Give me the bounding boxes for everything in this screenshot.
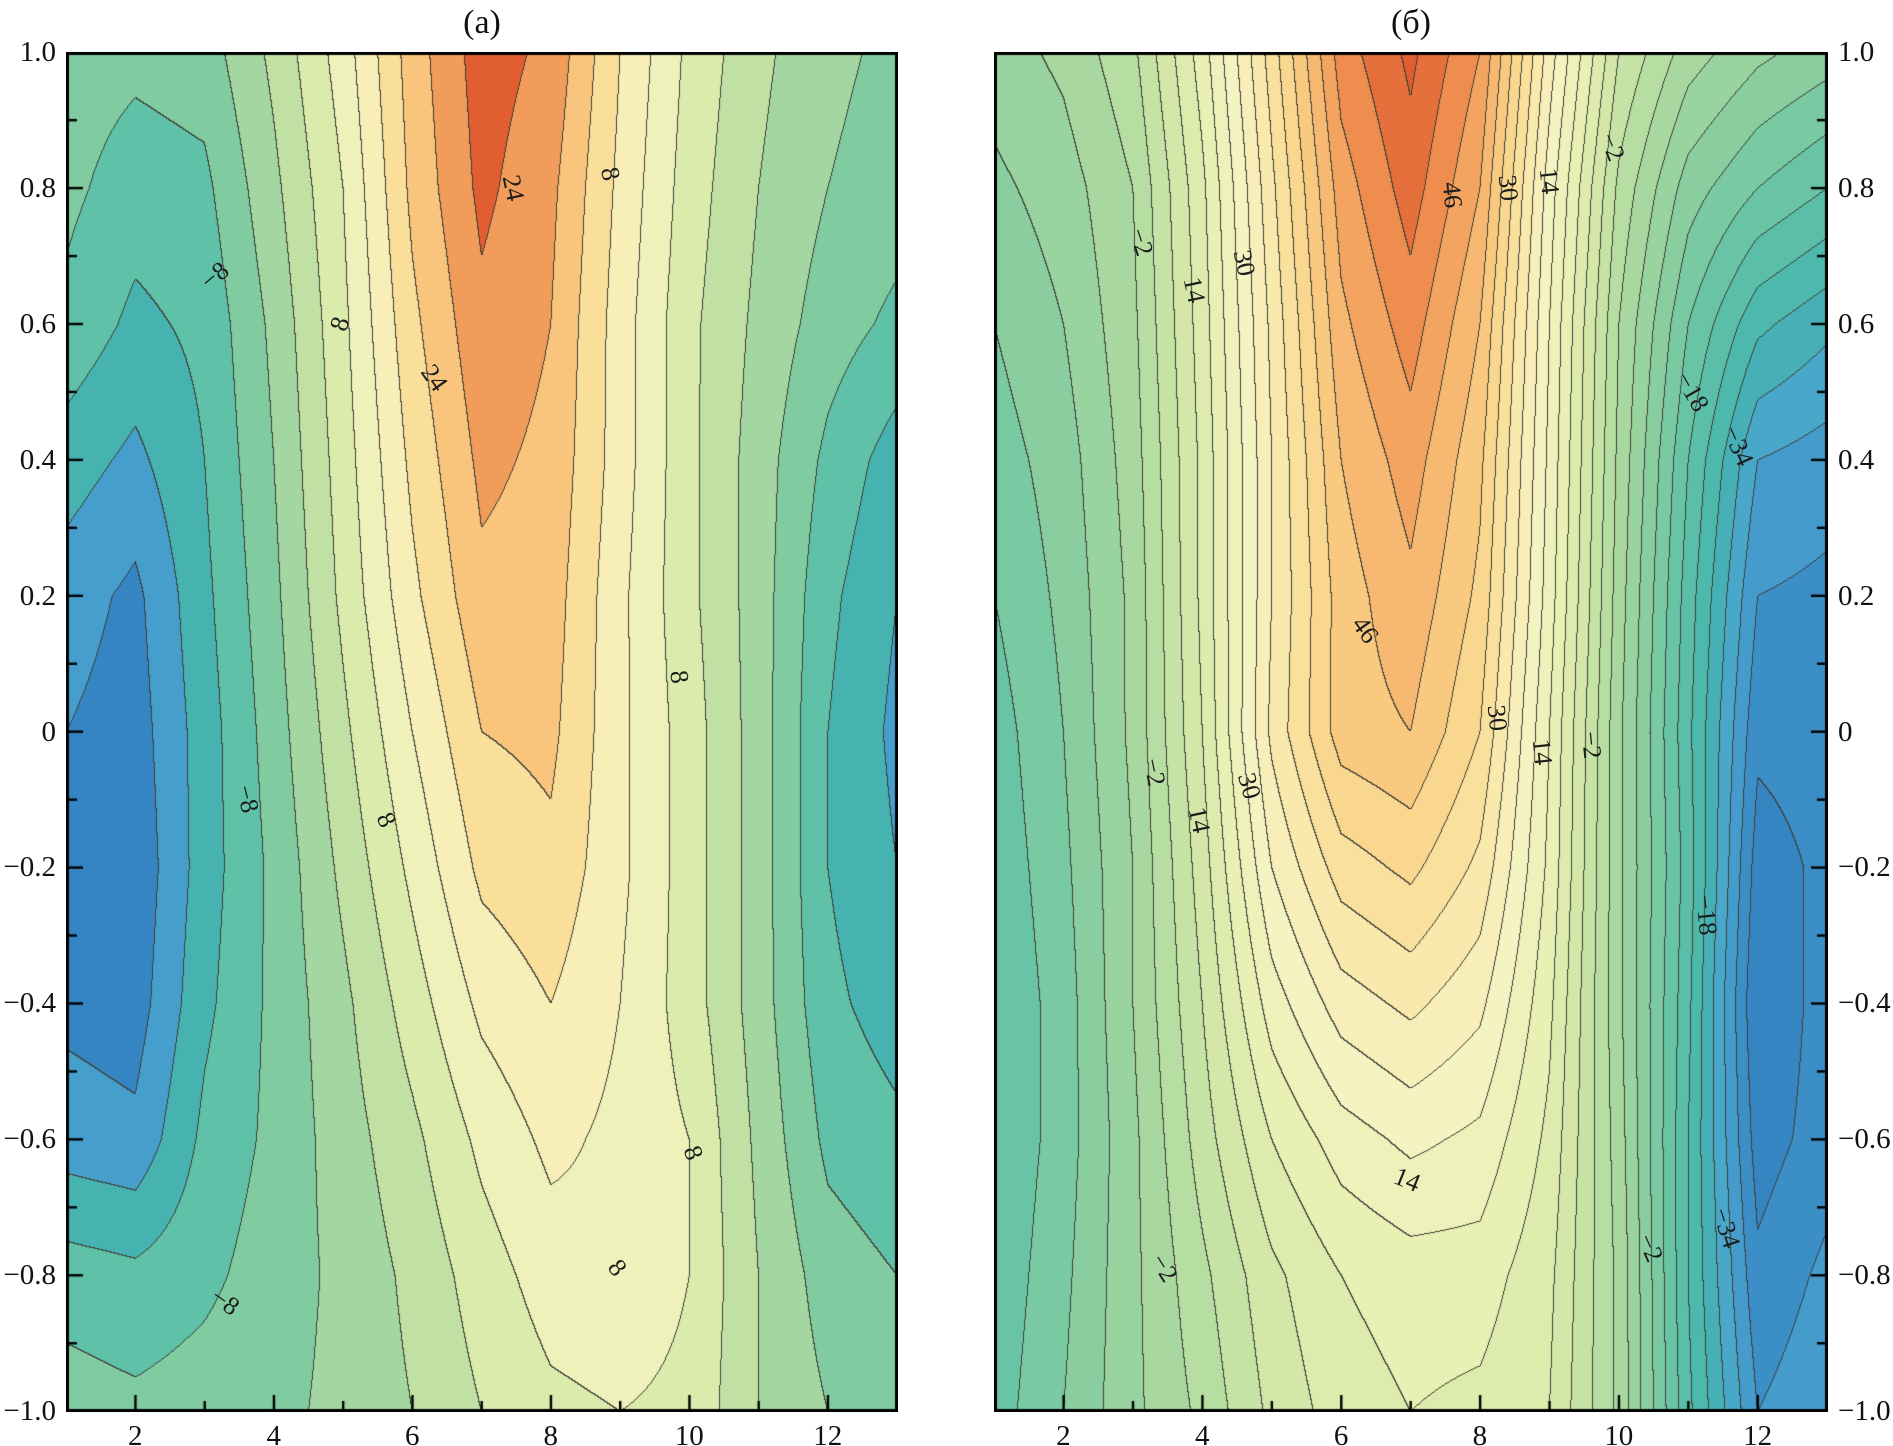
- y-tick-label: 0.2: [1838, 579, 1875, 612]
- y-tick-label: 0.8: [1838, 171, 1875, 204]
- y-tick-label: −1.0: [1838, 1395, 1891, 1427]
- y-tick-label: −0.4: [1838, 987, 1891, 1020]
- y-tick-label: 0.2: [19, 579, 56, 612]
- x-tick-label: 6: [405, 1420, 420, 1446]
- x-tick-label: 10: [1604, 1420, 1634, 1446]
- panel-a-title: (а): [463, 4, 501, 41]
- x-tick-label: 12: [1743, 1420, 1773, 1446]
- y-tick-label: −0.2: [1838, 851, 1891, 884]
- contour-canvas-1: [994, 52, 1828, 1412]
- y-tick-label: −1.0: [3, 1395, 56, 1427]
- panel-b-title: (б): [1391, 4, 1431, 41]
- y-tick-label: −0.6: [3, 1123, 56, 1156]
- y-tick-label: −0.2: [3, 851, 56, 884]
- contour-canvas-0: [66, 52, 898, 1412]
- y-tick-label: −0.6: [1838, 1123, 1891, 1156]
- x-tick-label: 8: [543, 1420, 559, 1446]
- y-tick-label: 0.6: [19, 307, 56, 340]
- y-tick-label: 0.8: [19, 171, 56, 204]
- y-tick-label: 0: [41, 715, 57, 748]
- x-tick-label: 10: [674, 1420, 704, 1446]
- y-tick-label: −0.4: [3, 987, 56, 1020]
- y-tick-label: 1.0: [1838, 36, 1875, 68]
- x-tick-label: 6: [1333, 1420, 1349, 1446]
- x-tick-label: 4: [266, 1420, 282, 1446]
- x-tick-label: 8: [1472, 1420, 1488, 1446]
- y-tick-label: 0: [1838, 715, 1853, 748]
- y-tick-label: 0.6: [1838, 307, 1875, 340]
- y-tick-label: −0.8: [1838, 1259, 1891, 1292]
- x-tick-label: 2: [128, 1420, 143, 1446]
- x-tick-label: 12: [813, 1420, 843, 1446]
- x-tick-label: 2: [1056, 1420, 1071, 1446]
- y-tick-label: 0.4: [1838, 443, 1875, 476]
- y-tick-label: 0.4: [19, 443, 56, 476]
- y-tick-label: −0.8: [3, 1259, 56, 1292]
- y-tick-label: 1.0: [19, 36, 56, 68]
- x-tick-label: 4: [1195, 1420, 1210, 1446]
